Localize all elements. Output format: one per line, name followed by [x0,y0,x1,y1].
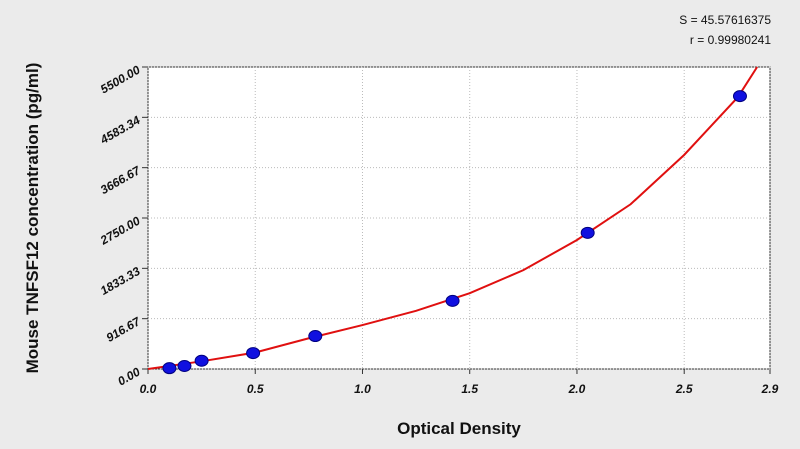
annotation: r = 0.99980241 [690,33,771,47]
x-tick-label: 1.5 [461,382,478,396]
x-tick-label: 0.0 [140,382,157,396]
data-point [194,354,209,367]
x-tick-label: 0.5 [247,382,264,396]
data-point [732,90,747,103]
x-tick-label: 2.9 [761,382,779,396]
plot-area [147,66,771,370]
x-tick-label: 2.0 [568,382,586,396]
y-axis-label: Mouse TNFSF12 concentration (pg/ml) [23,63,42,374]
data-point [445,294,460,307]
data-point [177,359,192,372]
x-axis-label: Optical Density [397,419,521,438]
x-tick-label: 2.5 [675,382,693,396]
data-point [308,330,323,343]
data-point [580,226,595,239]
x-tick-label: 1.0 [354,382,371,396]
data-point [162,362,177,375]
annotation: S = 45.57616375 [679,13,771,27]
data-point [246,347,261,360]
